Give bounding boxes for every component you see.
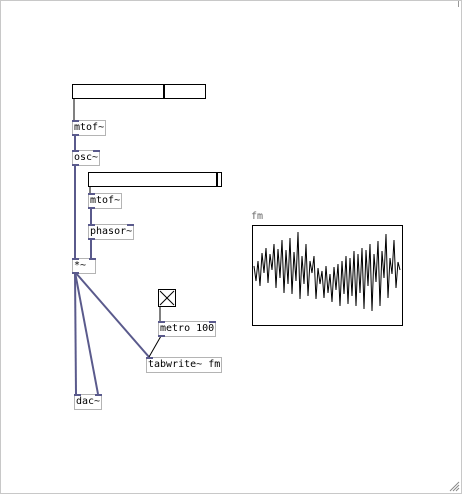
mtof-object-1[interactable]: mtof~ (72, 120, 107, 136)
window-corner-mark (458, 1, 459, 7)
outlet[interactable] (88, 207, 95, 209)
object-label: osc~ (74, 152, 99, 163)
outlet[interactable] (72, 272, 79, 274)
object-label: mtof~ (74, 122, 105, 133)
wire-mul-tabwrite (74, 271, 150, 358)
inlet[interactable] (127, 224, 135, 226)
object-label: metro 100 (160, 323, 215, 334)
tabwrite-object[interactable]: tabwrite~ fm (146, 357, 223, 373)
array-name-label: fm (251, 211, 264, 222)
object-label: phasor~ (90, 226, 133, 237)
wire-metro-tabwrite (148, 335, 162, 358)
inlet[interactable] (146, 357, 153, 359)
outlet[interactable] (158, 335, 165, 337)
inlet[interactable] (95, 394, 103, 396)
inlet[interactable] (72, 150, 79, 152)
inlet[interactable] (93, 150, 101, 152)
slider-knob[interactable] (216, 173, 218, 186)
inlet[interactable] (72, 120, 79, 122)
slider-knob[interactable] (163, 85, 165, 98)
inlet[interactable] (74, 394, 81, 396)
inlet[interactable] (158, 321, 165, 323)
inlet[interactable] (88, 224, 95, 226)
wire-mul-dac-left (74, 271, 77, 395)
mtof-object-2[interactable]: mtof~ (88, 193, 123, 209)
pitch-slider-2[interactable] (88, 172, 222, 187)
inlet[interactable] (209, 321, 217, 323)
outlet[interactable] (72, 164, 79, 166)
array-waveform (253, 231, 401, 312)
waveform-plot (253, 231, 401, 312)
outlet[interactable] (72, 134, 79, 136)
inlet[interactable] (89, 258, 96, 260)
outlet[interactable] (88, 238, 95, 240)
metro-object[interactable]: metro 100 (158, 321, 217, 337)
dac-object[interactable]: dac~ (74, 394, 103, 410)
object-label: *~ (74, 260, 87, 271)
object-label: tabwrite~ fm (148, 359, 221, 370)
osc-object[interactable]: osc~ (72, 150, 101, 166)
resize-grip-icon[interactable] (448, 480, 460, 492)
object-label: dac~ (76, 396, 101, 407)
toggle-checkbox[interactable] (158, 289, 176, 307)
phasor-object[interactable]: phasor~ (88, 224, 135, 240)
wire-mul-dac-right (74, 271, 99, 395)
object-label: mtof~ (90, 195, 121, 206)
inlet[interactable] (72, 258, 79, 260)
multiply-object[interactable]: *~ (72, 258, 96, 274)
toggle-x-icon (159, 290, 175, 306)
array-graph[interactable] (252, 225, 403, 326)
inlet[interactable] (88, 193, 95, 195)
pitch-slider-1[interactable] (72, 84, 206, 99)
